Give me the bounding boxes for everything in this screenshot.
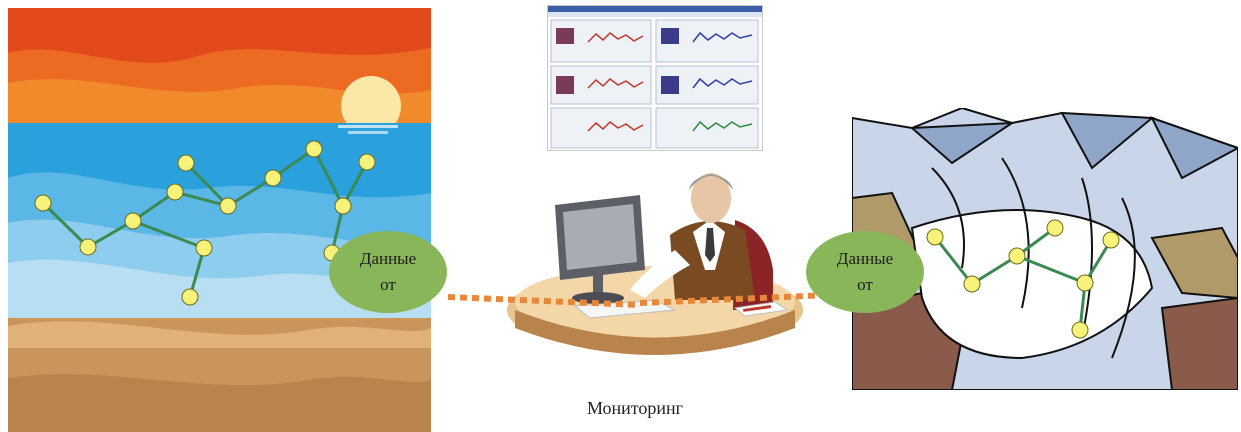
bubble-right-line1: Данные	[836, 249, 894, 268]
bubble-left-line2: от	[380, 275, 396, 294]
monitoring-software-screenshot	[547, 5, 763, 151]
operator-at-computer-illustration	[507, 173, 803, 355]
bubble-right-line2: от	[857, 275, 873, 294]
data-source-bubble-right: Данные от	[806, 231, 924, 313]
sea-scene-illustration	[8, 8, 431, 432]
glacier-mountain-illustration	[852, 108, 1238, 390]
bubble-left-line1: Данные	[359, 249, 417, 268]
data-source-bubble-left: Данные от	[329, 231, 447, 313]
monitoring-caption: Мониторинг	[586, 398, 684, 418]
